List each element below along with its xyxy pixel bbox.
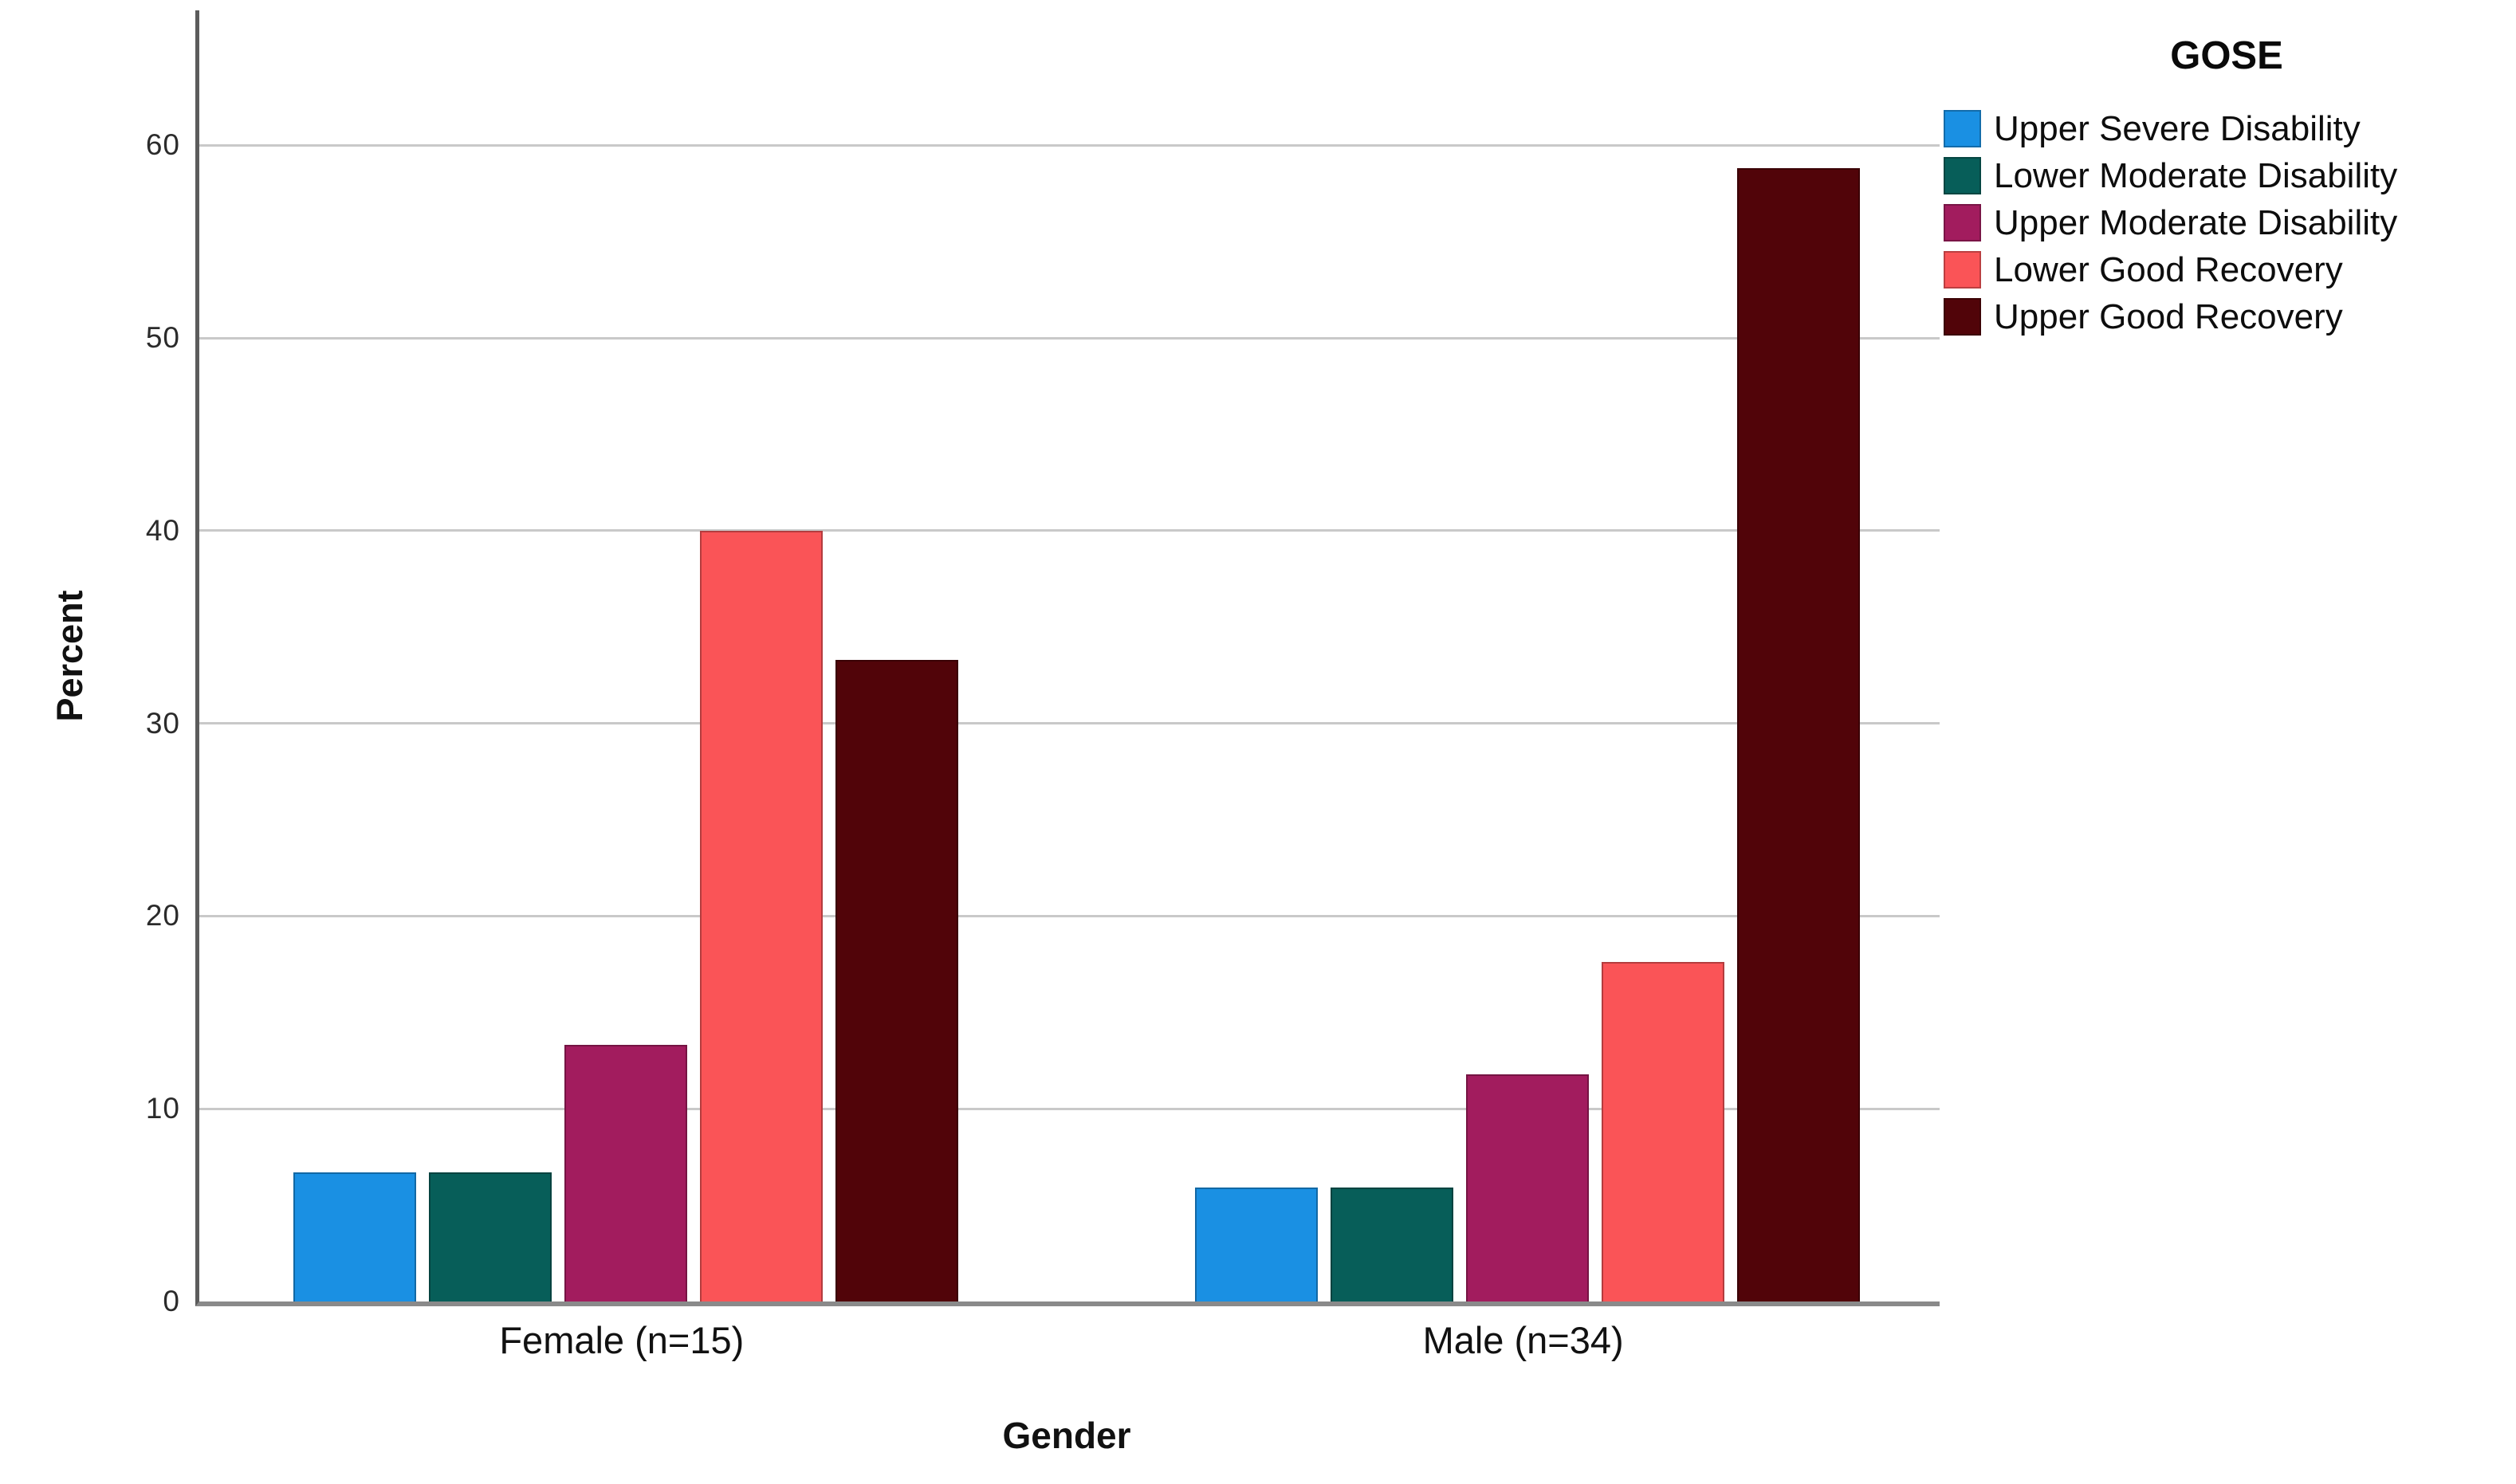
- category-label-female: Female (n=15): [499, 1319, 745, 1361]
- legend-swatch-icon: [1944, 298, 1981, 336]
- bar-female-lower-good-recovery: [699, 530, 823, 1301]
- legend-item-lower-good-recovery: Lower Good Recovery: [1944, 251, 2510, 289]
- gridline-20: [199, 914, 1940, 917]
- legend-swatch-icon: [1944, 251, 1981, 289]
- y-tick-label-10: 10: [145, 1092, 180, 1125]
- bar-male-lower-moderate-disability: [1330, 1188, 1453, 1301]
- legend-title: GOSE: [2170, 34, 2283, 77]
- legend-item-upper-moderate-disability: Upper Moderate Disability: [1944, 204, 2510, 241]
- bar-female-upper-good-recovery: [835, 659, 958, 1301]
- legend-rows: Upper Severe Disability Lower Moderate Di…: [1944, 110, 2510, 336]
- gridline-50: [199, 336, 1940, 340]
- y-tick-label-50: 50: [145, 321, 180, 355]
- bar-male-upper-moderate-disability: [1465, 1074, 1589, 1301]
- legend-swatch-icon: [1944, 110, 1981, 147]
- y-tick-label-20: 20: [145, 899, 180, 932]
- legend-label: Lower Moderate Disability: [1994, 156, 2398, 195]
- legend-item-lower-moderate-disability: Lower Moderate Disability: [1944, 157, 2510, 194]
- bar-male-upper-severe-disability: [1194, 1188, 1318, 1301]
- bar-male-lower-good-recovery: [1601, 962, 1724, 1301]
- y-tick-label-0: 0: [163, 1285, 180, 1317]
- legend-item-upper-severe-disability: Upper Severe Disability: [1944, 110, 2510, 147]
- bar-female-lower-moderate-disability: [428, 1172, 552, 1301]
- legend-item-upper-good-recovery: Upper Good Recovery: [1944, 298, 2510, 336]
- legend: GOSE Upper Severe Disability Lower Modera…: [1944, 33, 2510, 345]
- legend-swatch-icon: [1944, 157, 1981, 194]
- y-tick-label-30: 30: [145, 706, 180, 740]
- gridline-60: [199, 143, 1940, 147]
- legend-label: Lower Good Recovery: [1994, 250, 2343, 289]
- y-axis-title: Percent: [49, 590, 90, 722]
- bar-male-upper-good-recovery: [1736, 168, 1860, 1301]
- y-tick-label-40: 40: [145, 513, 180, 547]
- gridline-40: [199, 529, 1940, 532]
- legend-label: Upper Moderate Disability: [1994, 203, 2398, 242]
- legend-label: Upper Severe Disability: [1994, 109, 2361, 148]
- x-axis-title: Gender: [1002, 1415, 1131, 1456]
- bar-female-upper-moderate-disability: [564, 1045, 687, 1301]
- y-tick-label-60: 60: [145, 128, 180, 162]
- bar-female-upper-severe-disability: [293, 1172, 416, 1301]
- plot-area: [195, 10, 1940, 1306]
- gridline-30: [199, 722, 1940, 725]
- legend-label: Upper Good Recovery: [1994, 297, 2343, 336]
- category-label-male: Male (n=34): [1422, 1319, 1624, 1361]
- legend-swatch-icon: [1944, 204, 1981, 241]
- gridline-10: [199, 1107, 1940, 1110]
